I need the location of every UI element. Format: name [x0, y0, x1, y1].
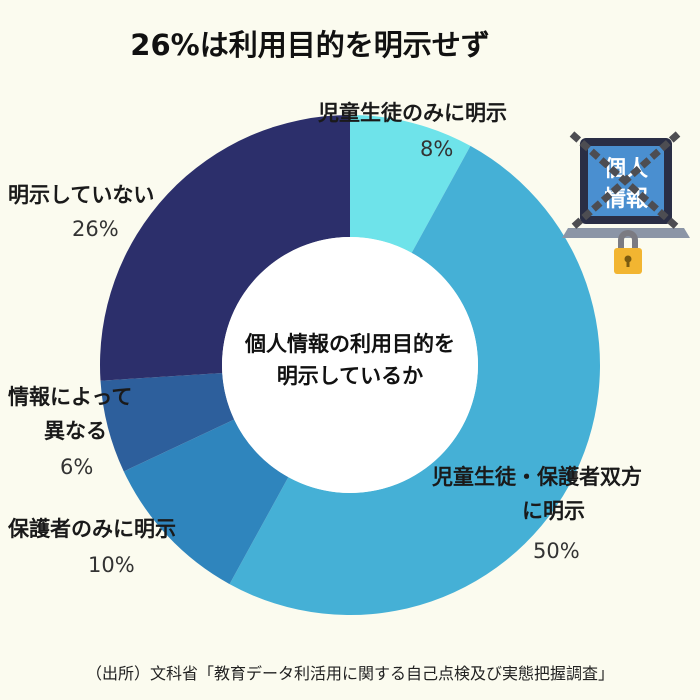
locked-laptop-icon: 個人 情報 — [562, 131, 690, 274]
chart-title: 26%は利用目的を明示せず — [130, 28, 490, 62]
slice-label: 情報によって — [8, 385, 133, 409]
donut-slice — [100, 373, 235, 472]
slice-label: 明示していない — [8, 183, 155, 207]
donut-center-label: 個人情報の利用目的を 明示しているか — [210, 328, 490, 392]
slice-label: 異なる — [44, 419, 107, 443]
slice-value-label: 26% — [72, 217, 119, 241]
slice-value-label: 8% — [420, 137, 454, 161]
slice-value-label: 10% — [88, 553, 135, 577]
donut-slice — [350, 115, 471, 253]
slice-label: に明示 — [522, 499, 585, 523]
donut-hole — [222, 237, 478, 493]
center-label-line: 明示しているか — [276, 364, 424, 388]
donut-slice — [100, 115, 350, 381]
donut-slice — [229, 145, 601, 615]
source-note: （出所）文科省「教育データ利活用に関する自己点検及び実態把握調査」 — [85, 664, 614, 683]
slice-value-label: 6% — [60, 455, 94, 479]
slice-value-label: 50% — [533, 539, 580, 563]
slice-label: 児童生徒のみに明示 — [318, 101, 507, 125]
slice-label: 児童生徒・保護者双方 — [432, 465, 642, 489]
slice-label: 保護者のみに明示 — [8, 517, 176, 541]
donut-slice — [123, 419, 289, 585]
center-label-line: 個人情報の利用目的を — [245, 332, 455, 356]
